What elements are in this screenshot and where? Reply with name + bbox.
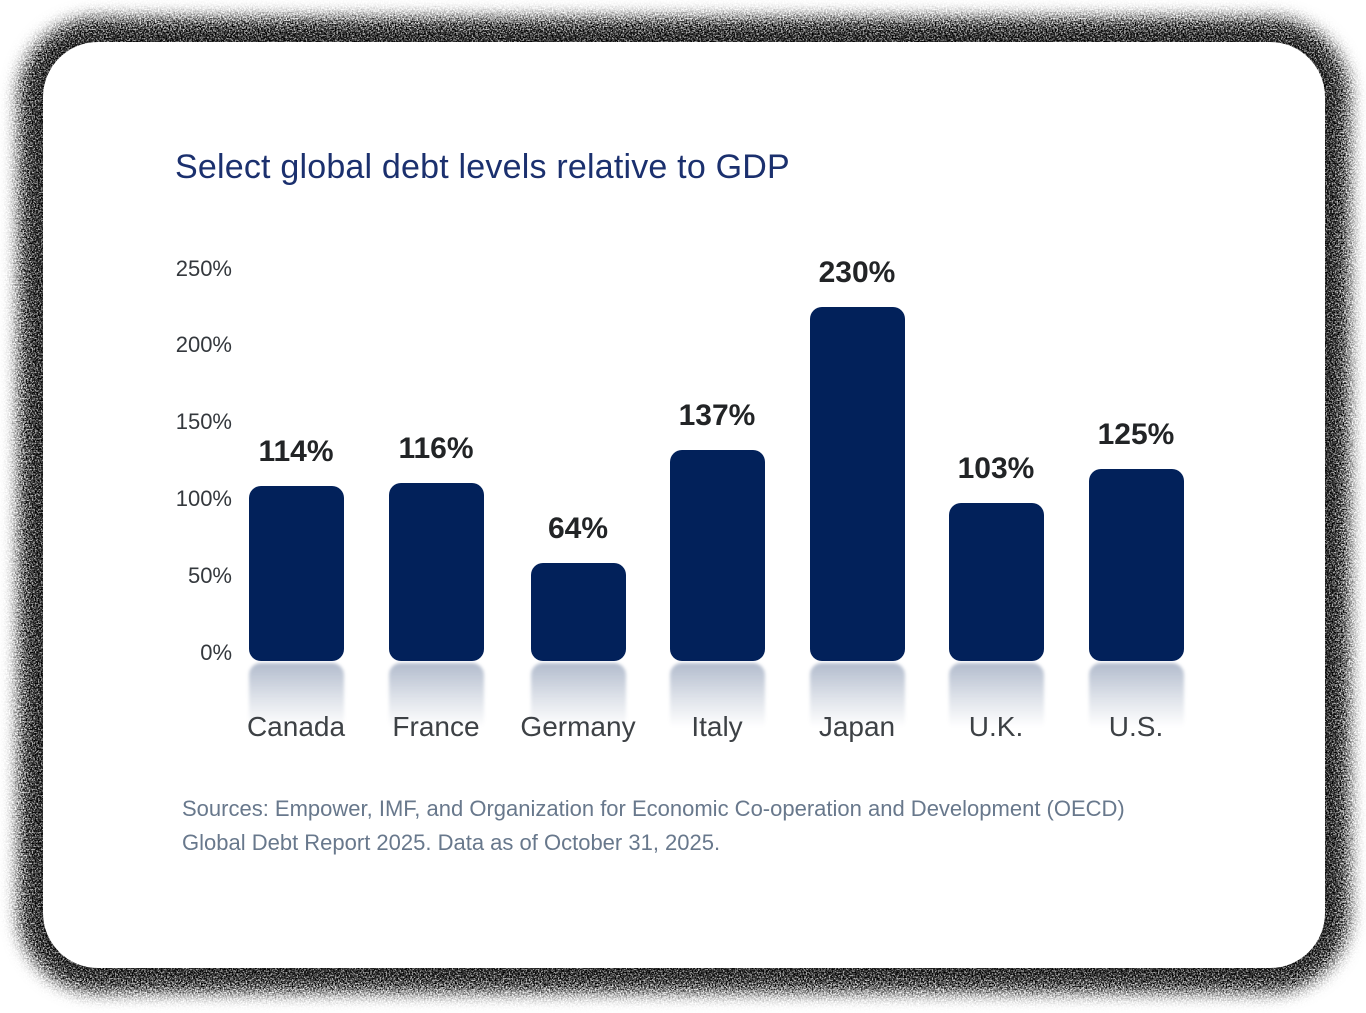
bar-reflection	[1088, 663, 1184, 743]
bar-reflection	[388, 663, 484, 743]
value-label: 103%	[957, 451, 1035, 485]
category-label: Japan	[818, 711, 896, 742]
bar-france	[388, 482, 484, 661]
bar-reflection	[809, 663, 905, 743]
source-note: Sources: Empower, IMF, and Organization …	[182, 792, 1125, 860]
bar-reflection	[248, 663, 344, 743]
bar-japan	[809, 307, 905, 661]
chart-title: Select global debt levels relative to GD…	[175, 148, 790, 186]
bar-reflection	[669, 663, 765, 743]
source-line-2: Global Debt Report 2025. Data as of Octo…	[182, 830, 721, 855]
y-tick-label: 250%	[175, 255, 232, 281]
value-label: 64%	[547, 511, 609, 545]
category-label: Italy	[691, 711, 743, 742]
y-tick-label: 100%	[175, 486, 232, 512]
value-label: 125%	[1097, 417, 1175, 451]
y-tick-label: 50%	[187, 563, 232, 589]
category-label: Germany	[520, 711, 636, 742]
bar-uk	[948, 502, 1044, 661]
category-label: U.S.	[1108, 711, 1164, 742]
category-label: France	[392, 711, 480, 742]
bar-reflection	[530, 663, 626, 743]
bar-italy	[669, 450, 765, 661]
bar-canada	[248, 485, 344, 661]
y-tick-label: 200%	[175, 332, 232, 358]
value-label: 230%	[818, 256, 896, 290]
source-line-1: Sources: Empower, IMF, and Organization …	[182, 796, 1125, 821]
bar-germany	[530, 562, 626, 661]
y-tick-label: 0%	[200, 640, 232, 665]
value-label: 114%	[258, 434, 334, 468]
value-label: 116%	[398, 431, 474, 465]
value-label: 137%	[678, 399, 756, 433]
bar-us	[1088, 468, 1184, 661]
category-label: U.K.	[968, 711, 1024, 742]
bar-reflection	[948, 663, 1044, 743]
category-label: Canada	[246, 711, 346, 742]
y-tick-label: 150%	[175, 409, 232, 435]
